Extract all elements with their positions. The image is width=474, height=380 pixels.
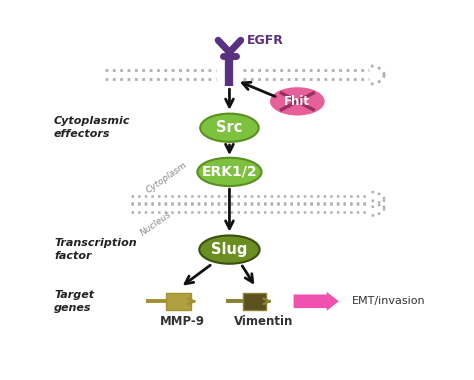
Text: ERK1/2: ERK1/2: [201, 165, 257, 179]
Text: Nucleus: Nucleus: [139, 210, 173, 238]
Text: Transcription
factor: Transcription factor: [54, 238, 137, 261]
Text: Cytoplasm: Cytoplasm: [145, 160, 189, 195]
Text: Fhit: Fhit: [284, 95, 310, 108]
Ellipse shape: [197, 158, 262, 186]
Bar: [166, 293, 191, 310]
FancyArrow shape: [293, 292, 339, 311]
Text: EMT/invasion: EMT/invasion: [352, 296, 426, 306]
Bar: [243, 293, 266, 310]
Text: Target
genes: Target genes: [54, 290, 94, 313]
Text: Slug: Slug: [211, 242, 247, 257]
Text: Vimentin: Vimentin: [234, 315, 293, 328]
Text: Src: Src: [216, 120, 243, 135]
Text: MMP-9: MMP-9: [160, 315, 205, 328]
Ellipse shape: [270, 87, 325, 116]
Text: Cytoplasmic
effectors: Cytoplasmic effectors: [54, 116, 130, 139]
Text: EGFR: EGFR: [246, 34, 283, 47]
Ellipse shape: [199, 236, 260, 264]
Ellipse shape: [200, 114, 259, 142]
